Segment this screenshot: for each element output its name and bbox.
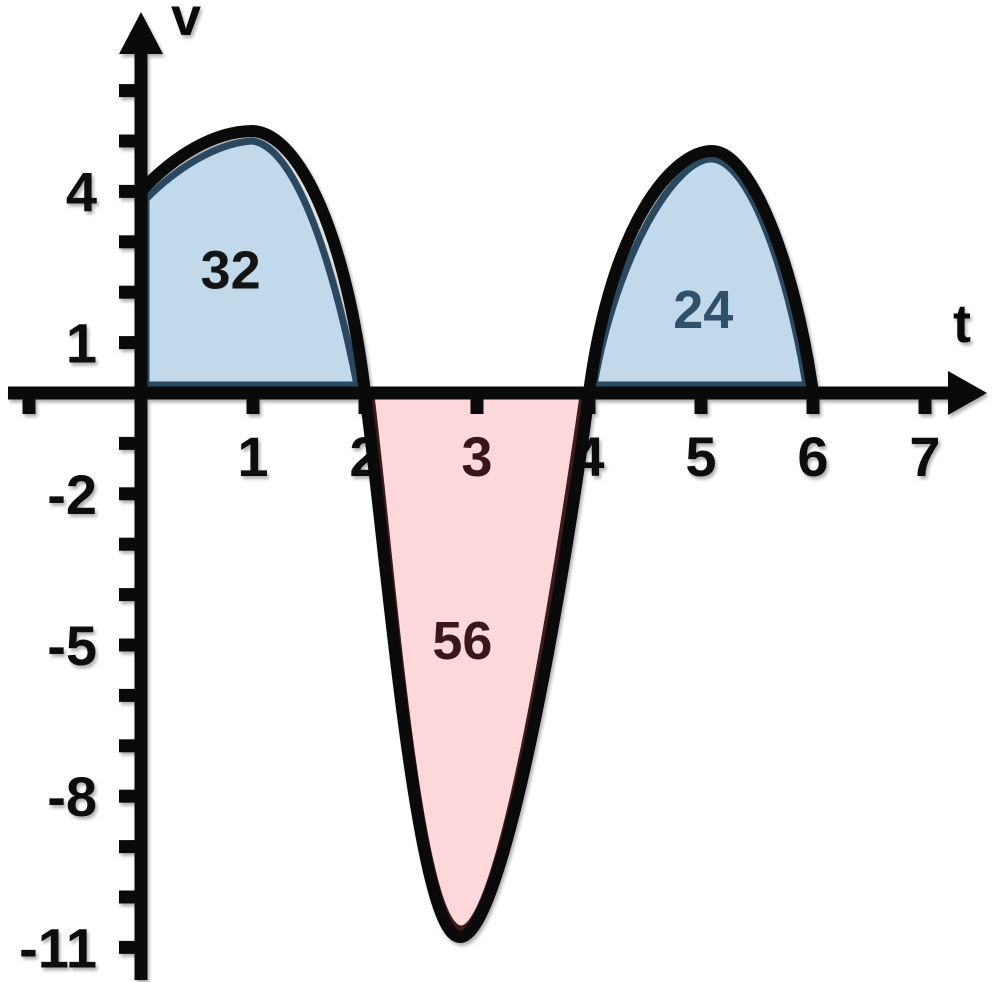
y-tick-mark [119,487,141,501]
y-tick-mark [119,235,141,249]
y-tick-mark [119,588,141,602]
area-label-24: 24 [673,280,733,340]
y-tick-label--11: -11 [19,916,97,979]
y-tick-mark [119,940,141,954]
y-tick-mark [119,184,141,198]
x-tick-label-7: 7 [909,425,940,488]
shaded-region-32 [142,137,361,389]
y-tick-label-4: 4 [66,160,97,223]
y-tick-mark [119,739,141,753]
x-axis-arrow-icon [948,371,987,415]
y-tick-mark [119,537,141,551]
y-tick-mark [119,336,141,350]
x-tick-mark [806,397,820,414]
y-tick-label--8: -8 [47,765,97,828]
y-tick-mark [119,134,141,148]
y-tick-label--2: -2 [47,463,97,526]
x-tick-label-1: 1 [237,425,268,488]
x-tick-mark [470,397,484,414]
x-tick-label-5: 5 [685,425,716,488]
y-tick-mark [119,688,141,702]
x-tick-mark [918,397,932,414]
y-tick-mark [119,840,141,854]
y-tick-mark [119,890,141,904]
x-tick-label-3: 3 [461,425,492,488]
x-tick-mark [694,397,708,414]
shaded-region-24 [590,155,810,389]
velocity-curve [135,125,819,943]
y-axis-label: v [171,0,201,47]
y-tick-label--5: -5 [47,614,97,677]
x-tick-mark [246,397,260,414]
x-tick-mark [22,397,36,414]
y-tick-mark [119,84,141,98]
x-axis-label: t [953,294,971,354]
y-axis-arrow-icon [119,12,163,54]
y-tick-mark [119,789,141,803]
area-label-56: 56 [432,611,492,671]
y-tick-mark [119,638,141,652]
area-label-32: 32 [201,241,261,301]
y-tick-mark [119,436,141,450]
y-tick-mark [119,285,141,299]
x-tick-label-6: 6 [797,425,828,488]
y-tick-label-1: 1 [66,312,97,375]
